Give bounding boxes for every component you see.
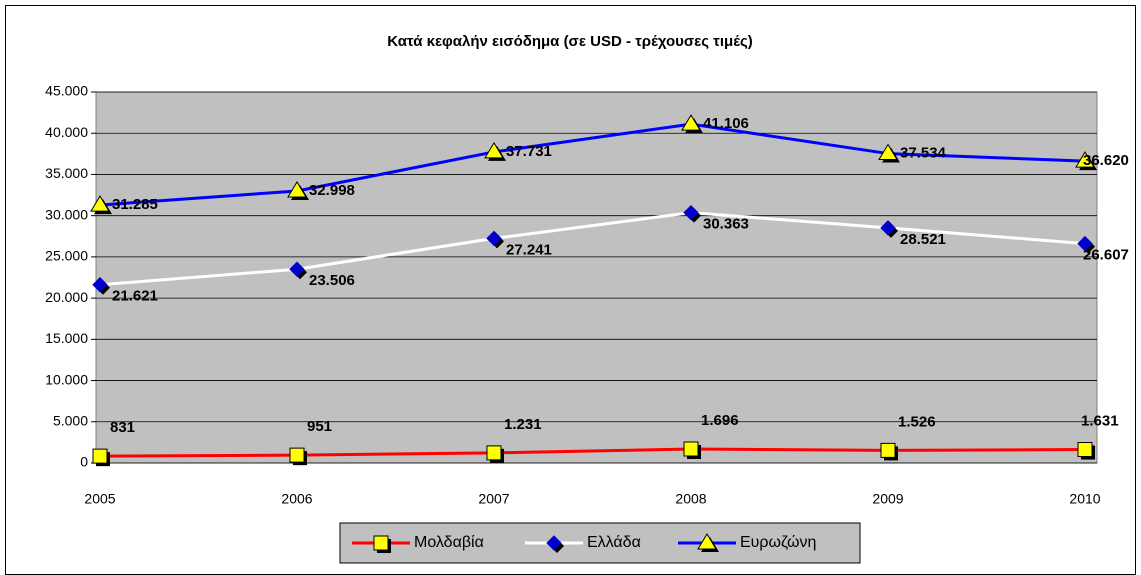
plot-area: [95, 91, 1098, 464]
legend-label: Ευρωζώνη: [740, 534, 816, 551]
data-label: 30.363: [703, 216, 749, 233]
data-point-shape: [484, 141, 504, 159]
y-tick-label: 45.000: [45, 83, 88, 99]
legend-box: [339, 522, 861, 564]
data-point-shape: [880, 442, 896, 458]
data-point: [1077, 442, 1095, 460]
data-point-shape: [90, 195, 110, 212]
data-point-shape: [289, 261, 305, 277]
y-tick-label: 10.000: [45, 371, 88, 387]
data-point: [287, 180, 309, 200]
series-line: [99, 447, 1086, 458]
data-point: [681, 114, 703, 134]
data-label: 37.534: [900, 145, 947, 162]
data-label: 951: [307, 418, 332, 435]
data-label: 36.620: [1083, 152, 1129, 169]
data-label: 1.231: [504, 416, 542, 433]
data-point-shape: [289, 447, 305, 463]
data-point-shape: [486, 445, 502, 461]
data-point-shape: [92, 277, 108, 293]
legend-label: Μολδαβία: [414, 534, 484, 551]
legend-marker: [697, 533, 719, 552]
data-point-shape: [683, 441, 699, 457]
data-point: [92, 448, 110, 467]
legend-marker-shape: [373, 535, 389, 551]
chart-title: Κατά κεφαλήν εισόδημα (σε USD - τρέχουσε…: [387, 33, 753, 50]
y-tick-label: 40.000: [45, 124, 88, 140]
y-tick-label: 20.000: [45, 289, 88, 305]
data-label: 831: [110, 419, 135, 436]
data-label: 32.998: [309, 182, 355, 199]
data-label: 1.631: [1081, 413, 1119, 430]
data-point: [878, 143, 900, 163]
y-tick-label: 25.000: [45, 248, 88, 264]
y-tick-label: 5.000: [53, 412, 88, 428]
x-tick-label: 2007: [478, 491, 509, 507]
x-tick-label: 2006: [281, 491, 312, 507]
data-point: [1077, 235, 1095, 254]
data-label: 26.607: [1083, 247, 1129, 264]
data-point-shape: [1075, 151, 1095, 168]
data-label: 37.731: [506, 143, 552, 160]
legend-marker-shape: [697, 533, 717, 550]
data-point-shape: [486, 230, 502, 247]
data-point: [289, 261, 307, 280]
x-tick-label: 2010: [1069, 491, 1100, 507]
data-point: [92, 277, 110, 295]
data-point-shape: [681, 114, 701, 131]
y-tick-label: 15.000: [45, 330, 88, 346]
data-label: 1.526: [898, 413, 936, 430]
data-label: 21.621: [112, 288, 158, 305]
data-point-shape: [1077, 235, 1093, 252]
data-point: [880, 220, 898, 238]
data-point: [486, 445, 504, 463]
data-point: [1075, 151, 1097, 171]
x-tick-label: 2005: [84, 491, 115, 507]
data-point-shape: [1077, 442, 1093, 458]
legend-marker: [373, 535, 391, 553]
y-tick-label: 30.000: [45, 206, 88, 222]
data-label: 1.696: [701, 412, 739, 429]
legend-label: Ελλάδα: [587, 534, 641, 551]
data-point-shape: [287, 180, 307, 198]
data-label: 41.106: [703, 115, 749, 132]
data-label: 28.521: [900, 231, 946, 248]
data-point: [486, 230, 504, 249]
data-label: 31.285: [112, 196, 158, 213]
data-point: [683, 441, 701, 460]
data-label: 27.241: [506, 241, 552, 258]
data-point-shape: [92, 448, 108, 464]
legend-marker: [546, 535, 564, 553]
data-point: [289, 447, 307, 466]
data-point: [484, 141, 506, 161]
data-point-shape: [878, 143, 898, 161]
data-point-shape: [880, 220, 896, 236]
x-tick-label: 2009: [872, 491, 903, 507]
data-point-shape: [683, 204, 699, 221]
x-tick-label: 2008: [675, 491, 706, 507]
y-tick-label: 35.000: [45, 165, 88, 181]
series-line: [99, 122, 1086, 207]
data-point: [880, 442, 898, 461]
data-point: [683, 204, 701, 223]
data-point: [90, 195, 112, 215]
series-line: [99, 211, 1086, 287]
legend-marker-shape: [546, 535, 562, 551]
data-label: 23.506: [309, 272, 355, 289]
y-tick-label: 0: [80, 454, 88, 470]
